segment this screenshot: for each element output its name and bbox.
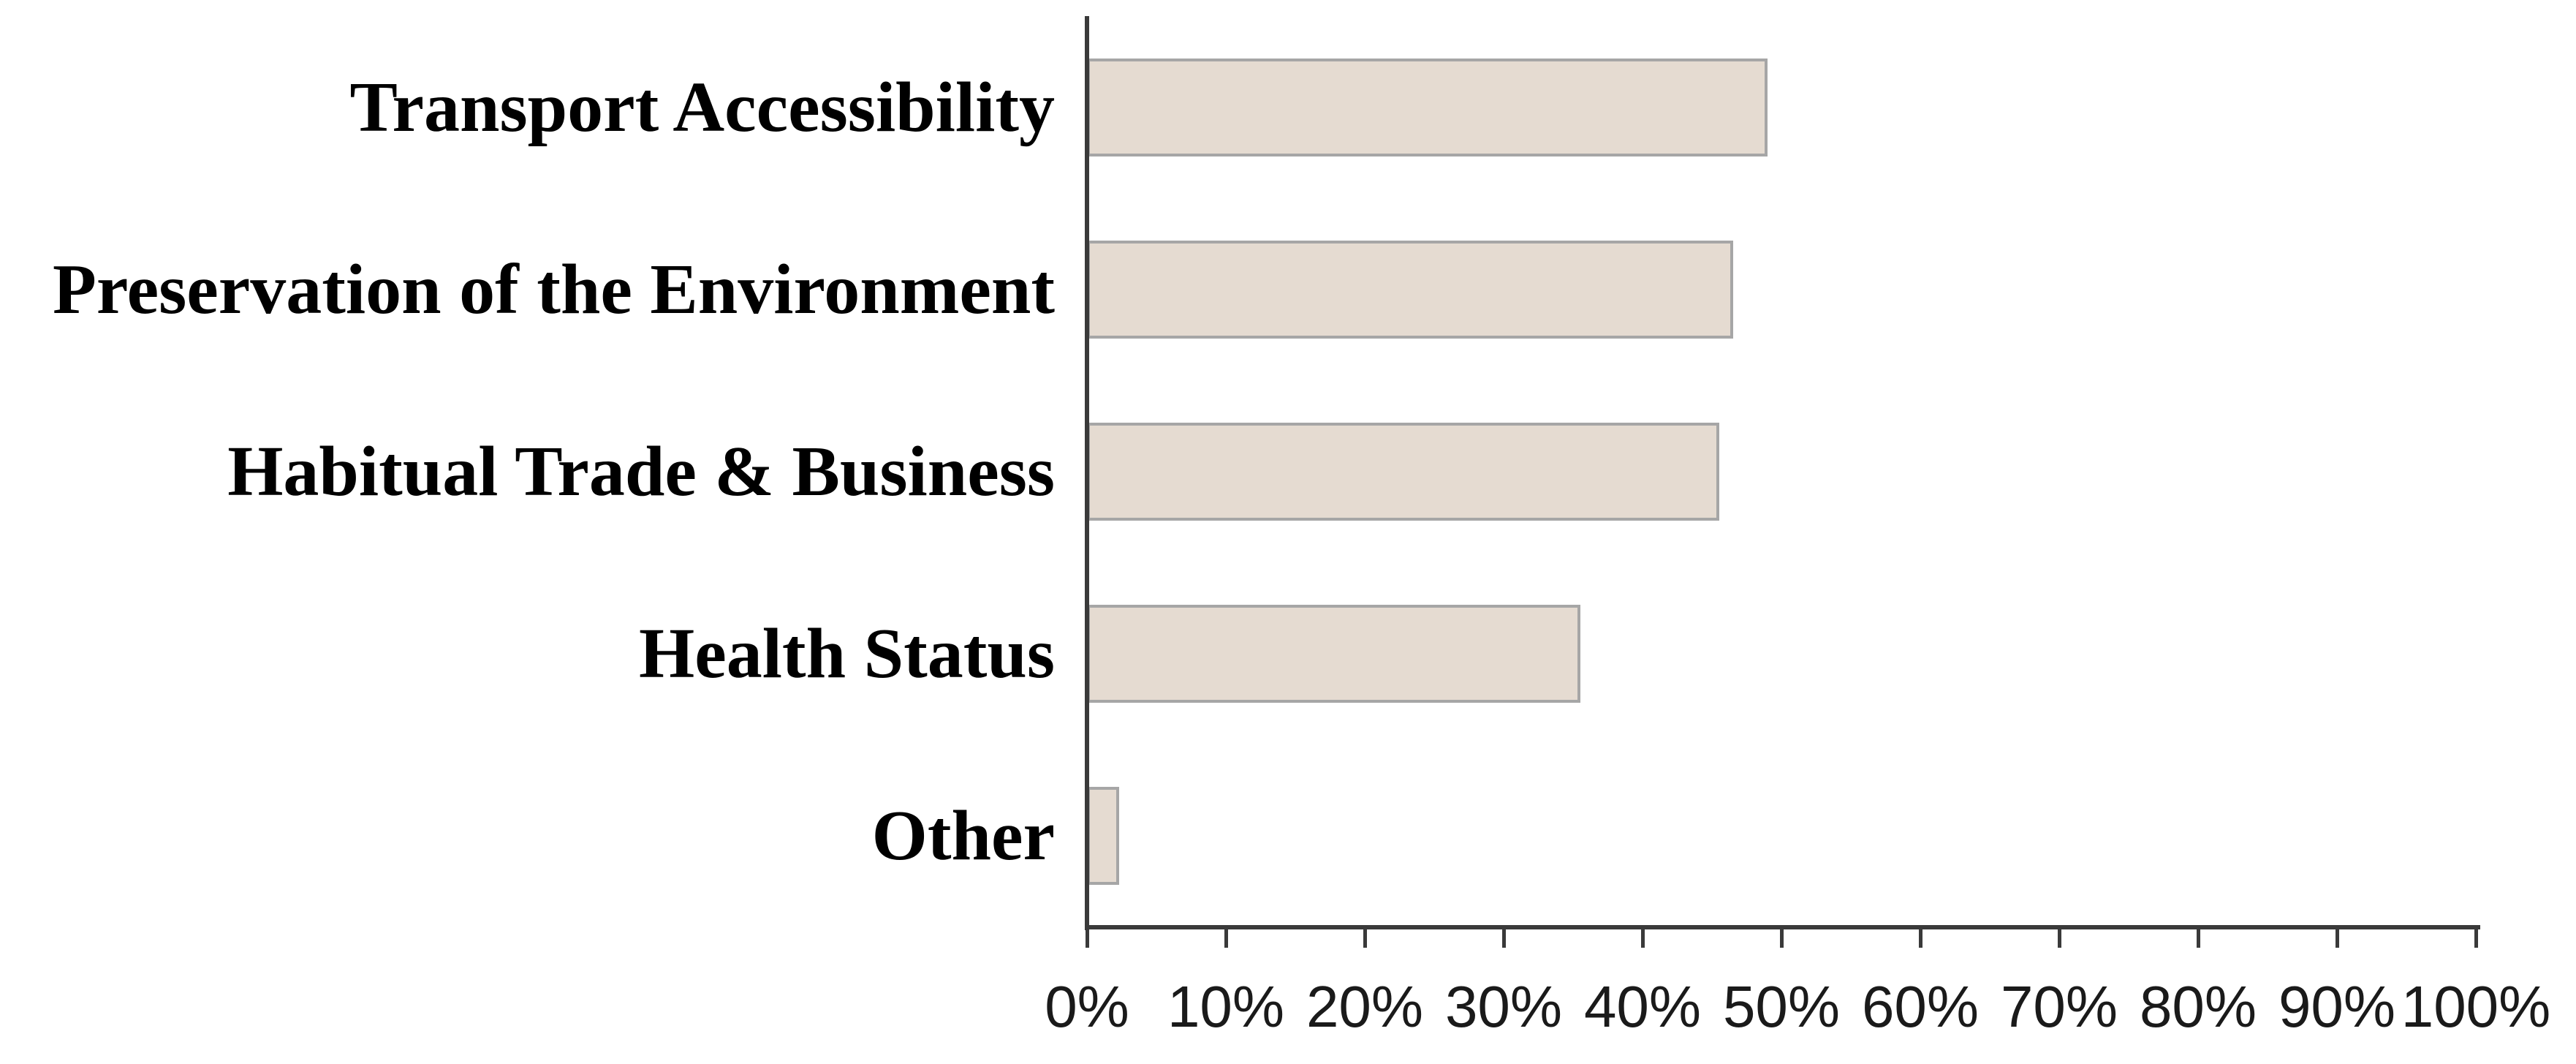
chart-row-other: Other — [0, 745, 2476, 927]
x-axis-tick-60 — [1918, 925, 1922, 948]
x-axis-tick-label-0: 0% — [1045, 974, 1129, 1039]
x-axis-tick-label-10: 10% — [1167, 974, 1285, 1039]
bar-habitual-trade-business — [1087, 423, 1719, 521]
category-label-habitual-trade-business: Habitual Trade & Business — [227, 432, 1055, 511]
x-axis-tick-30 — [1501, 925, 1506, 948]
bar-track — [1087, 423, 2476, 521]
x-axis-tick-label-80: 80% — [2139, 974, 2257, 1039]
bar-transport-accessibility — [1087, 58, 1768, 156]
x-axis-tick-label-30: 30% — [1444, 974, 1563, 1039]
x-axis-tick-label-40: 40% — [1583, 974, 1702, 1039]
bar-track — [1087, 240, 2476, 339]
chart-row-habitual-trade-business: Habitual Trade & Business — [0, 380, 2476, 562]
category-label-preservation-of-the-environment: Preservation of the Environment — [53, 249, 1055, 329]
y-axis-line — [1085, 16, 1089, 930]
chart-row-preservation-of-the-environment: Preservation of the Environment — [0, 198, 2476, 380]
x-axis-tick-50 — [1779, 925, 1784, 948]
category-label-transport-accessibility: Transport Accessibility — [349, 67, 1055, 147]
x-axis-tick-90 — [2335, 925, 2339, 948]
x-axis-tick-label-20: 20% — [1306, 974, 1424, 1039]
x-axis-tick-70 — [2057, 925, 2061, 948]
x-axis-tick-40 — [1640, 925, 1645, 948]
x-axis-tick-label-70: 70% — [2000, 974, 2118, 1039]
bar-track — [1087, 58, 2476, 156]
category-label-health-status: Health Status — [638, 614, 1055, 694]
bar-track — [1087, 787, 2476, 886]
chart-row-transport-accessibility: Transport Accessibility — [0, 16, 2476, 198]
x-axis-tick-100 — [2474, 925, 2478, 948]
x-axis-tick-label-90: 90% — [2278, 974, 2396, 1039]
bar-track — [1087, 605, 2476, 703]
x-axis-tick-20 — [1363, 925, 1367, 948]
chart-row-health-status: Health Status — [0, 563, 2476, 745]
x-axis-tick-label-100: 100% — [2401, 974, 2551, 1039]
bar-health-status — [1087, 605, 1580, 703]
x-axis-tick-0 — [1085, 925, 1089, 948]
x-axis-tick-label-50: 50% — [1722, 974, 1841, 1039]
chart-rows: Transport Accessibility Preservation of t… — [0, 16, 2476, 927]
bar-other — [1087, 787, 1119, 886]
x-axis-tick-80 — [2196, 925, 2200, 948]
category-label-other: Other — [871, 796, 1055, 876]
bar-preservation-of-the-environment — [1087, 240, 1733, 339]
x-axis-tick-10 — [1224, 925, 1228, 948]
x-axis-tick-label-60: 60% — [1861, 974, 1980, 1039]
